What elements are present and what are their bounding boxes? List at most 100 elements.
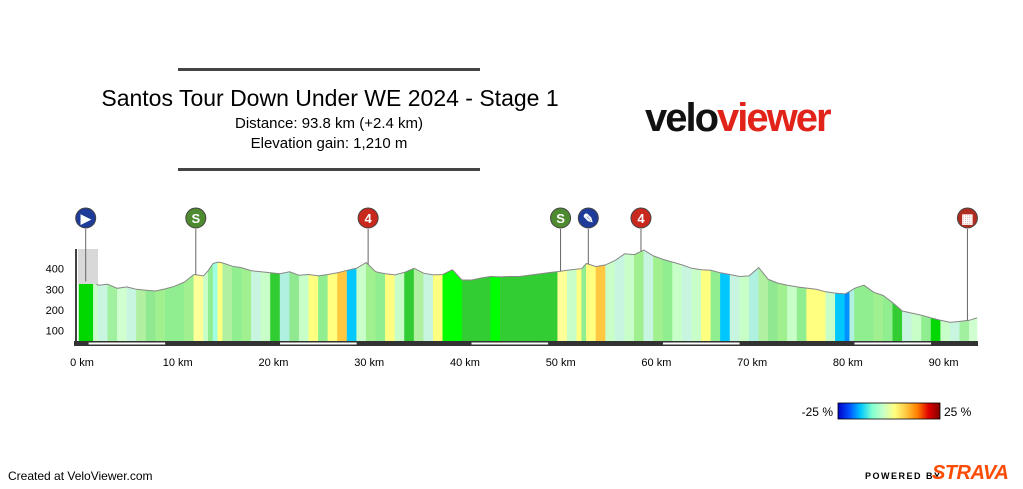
profile-segment [796, 286, 807, 342]
profile-segment [691, 267, 702, 342]
profile-segment [662, 259, 673, 342]
sprint-marker-icon [185, 207, 207, 229]
route-markers: ▶ S 4 S ✎ 4 ▦ [75, 207, 978, 321]
profile-segment [404, 267, 415, 342]
profile-segment [480, 276, 491, 342]
profile-segment [959, 320, 970, 342]
profile-segment [849, 287, 855, 342]
profile-segment [136, 289, 147, 342]
kom-marker-icon [630, 207, 652, 229]
kom-marker-label: 4 [365, 211, 373, 226]
profile-segment [93, 280, 99, 342]
chart-title: Santos Tour Down Under WE 2024 - Stage 1 [101, 85, 559, 111]
profile-segment [270, 272, 281, 342]
profile-segment [126, 286, 137, 342]
powered-by-text: POWERED BY [865, 471, 942, 481]
profile-segment [164, 285, 175, 342]
profile-segment [701, 269, 712, 342]
profile-segment [595, 264, 606, 342]
profile-segment [490, 276, 501, 342]
profile-segment [940, 320, 951, 342]
profile-segment [432, 274, 444, 342]
legend-max-label: 25 % [944, 405, 972, 419]
profile-segment [653, 255, 664, 342]
profile-segment [854, 284, 865, 342]
sprint-marker-icon [550, 207, 572, 229]
profile-segment [117, 286, 128, 342]
y-tick-labels: 100 200 300 400 [46, 264, 64, 338]
finish-marker-label: ▦ [961, 211, 973, 226]
profile-segment [557, 270, 568, 342]
x-tick-label: 50 km [546, 357, 576, 369]
profile-segment [528, 273, 539, 342]
sprint-marker-label: S [191, 211, 200, 226]
axis-stripe [88, 342, 166, 345]
profile-segment [835, 292, 846, 342]
finish-marker-icon [956, 207, 978, 229]
profile-segment [207, 262, 214, 342]
profile-segment [327, 272, 338, 342]
profile-segment [193, 274, 204, 342]
profile-segment [212, 261, 219, 342]
legend-gradient-bar [837, 402, 941, 420]
x-tick-label: 90 km [929, 357, 959, 369]
kom-marker-icon [357, 207, 379, 229]
profile-segment [385, 273, 396, 342]
profile-segment [969, 317, 978, 342]
profile-segment [576, 268, 582, 342]
legend-min-label: -25 % [802, 405, 834, 419]
profile-segment [758, 266, 769, 342]
profile-segment [289, 271, 300, 342]
profile-segment [394, 272, 405, 342]
profile-segment [882, 295, 894, 342]
profile-segment [519, 274, 530, 342]
strava-logo: STRAVA [932, 462, 1009, 484]
profile-segment [930, 317, 941, 342]
y-tick-label: 100 [46, 326, 64, 338]
distance-text: Distance: 93.8 km (+2.4 km) [235, 115, 423, 132]
y-tick-label: 200 [46, 305, 64, 317]
profile-segment [231, 265, 243, 342]
profile-segment [768, 279, 779, 342]
profile-segment [949, 321, 961, 342]
profile-segment [308, 274, 319, 342]
profile-segment [643, 249, 654, 342]
profile-segment [203, 270, 209, 342]
start-block [78, 249, 98, 284]
profile-segment [97, 283, 108, 342]
profile-segment [825, 291, 836, 342]
x-tick-label: 10 km [163, 357, 193, 369]
profile-segment [423, 272, 434, 342]
gradient-legend: -25 % 25 % [802, 402, 972, 420]
profile-segment [184, 273, 195, 342]
x-tick-labels: 0 km 10 km 20 km 30 km 40 km 50 km 60 km 70 km 8… [70, 357, 959, 369]
profile-segment [217, 261, 223, 342]
profile-segment [567, 268, 578, 342]
profile-segment [442, 269, 453, 342]
x-tick-label: 40 km [450, 357, 480, 369]
x-tick-label: 0 km [70, 357, 94, 369]
y-tick-label: 400 [46, 264, 64, 276]
profile-segment [806, 287, 817, 342]
feed-marker-label: ✎ [583, 211, 594, 226]
profile-segment [174, 281, 185, 342]
profile-segment [509, 276, 520, 342]
profile-segment [375, 271, 386, 342]
profile-segment [634, 249, 645, 342]
profile-segment [902, 310, 913, 342]
veloviewer-logo: veloviewer [645, 96, 832, 140]
profile-segment [365, 261, 377, 342]
x-tick-label: 60 km [641, 357, 671, 369]
axis-stripe [280, 342, 357, 345]
profile-segment [844, 290, 850, 342]
start-marker-label: ▶ [80, 211, 92, 226]
profile-segment [921, 314, 932, 342]
profile-segment [318, 274, 329, 342]
feed-marker-icon [577, 207, 599, 229]
kom-marker-label: 4 [637, 211, 645, 226]
profile-segment [155, 288, 166, 342]
axis-stripe [662, 342, 740, 345]
profile-segment [710, 269, 721, 342]
profile-segment [107, 283, 118, 342]
profile-segment [911, 312, 922, 342]
